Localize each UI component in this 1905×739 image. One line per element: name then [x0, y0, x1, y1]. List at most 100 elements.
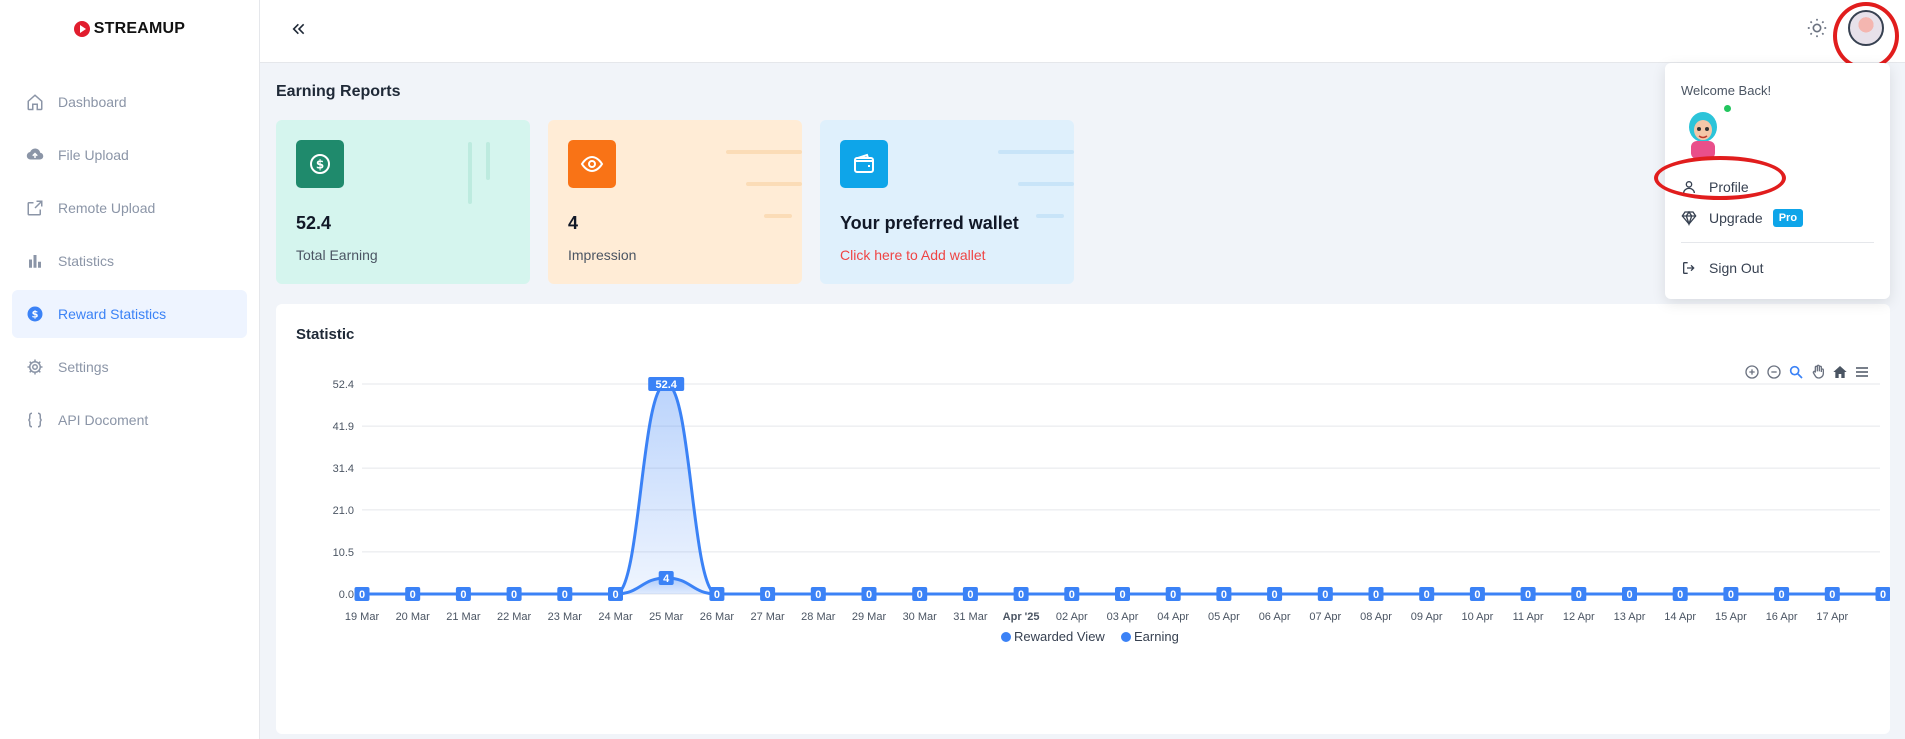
chart-toolbar: [1744, 364, 1870, 380]
data-label-box: [1165, 587, 1181, 601]
sidebar-item-label: Remote Upload: [58, 200, 156, 216]
svg-text:$: $: [316, 158, 324, 172]
divider: [1681, 242, 1874, 243]
sidebar-item-dashboard[interactable]: Dashboard: [12, 78, 247, 126]
data-label-box: [1064, 587, 1080, 601]
data-label: 0: [1677, 589, 1683, 601]
data-label-box: [810, 587, 826, 601]
data-label: 52.4: [655, 379, 677, 391]
sidebar-item-label: Dashboard: [58, 94, 127, 110]
data-label-box: [1469, 587, 1485, 601]
x-tick-label: 09 Apr: [1411, 611, 1443, 623]
x-tick-label: 02 Apr: [1056, 611, 1088, 623]
x-tick-label: 05 Apr: [1208, 611, 1240, 623]
data-label: 0: [815, 589, 821, 601]
x-tick-label: 21 Mar: [446, 611, 481, 623]
add-wallet-link[interactable]: Click here to Add wallet: [840, 247, 986, 263]
wallet-icon: [854, 153, 874, 173]
card-decoration: [468, 142, 472, 204]
svg-text:$: $: [32, 309, 39, 320]
home-icon: [26, 93, 44, 111]
data-label-box: [1317, 587, 1333, 601]
data-label-box: [1368, 587, 1384, 601]
x-tick-label: 30 Mar: [903, 611, 938, 623]
collapse-sidebar-button[interactable]: [286, 16, 312, 42]
card-decoration: [726, 150, 802, 154]
y-tick-label: 41.9: [333, 421, 354, 433]
x-tick-label: 24 Mar: [598, 611, 633, 623]
eye-icon: [580, 155, 604, 173]
reset-home-icon[interactable]: [1832, 364, 1848, 380]
data-label: 0: [1474, 589, 1480, 601]
menu-icon[interactable]: [1854, 364, 1870, 380]
data-label: 0: [714, 589, 720, 601]
legend-label: Rewarded View: [1014, 629, 1105, 644]
data-label: 0: [1880, 589, 1886, 601]
x-tick-label: 11 Apr: [1513, 611, 1544, 623]
y-tick-label: 10.5: [333, 547, 354, 559]
y-tick-label: 31.4: [333, 463, 354, 475]
zoom-out-icon[interactable]: [1766, 364, 1782, 380]
data-label-box: [1571, 587, 1587, 601]
statistic-title: Statistic: [296, 326, 355, 343]
data-label: 0: [1069, 589, 1075, 601]
sun-icon[interactable]: [1806, 17, 1828, 39]
x-tick-label: 08 Apr: [1360, 611, 1392, 623]
y-tick-label: 21.0: [333, 505, 354, 517]
card-impression: 4 Impression: [548, 120, 802, 284]
sidebar-item-reward-statistics[interactable]: $ Reward Statistics: [12, 290, 247, 338]
data-label: 0: [1424, 589, 1430, 601]
dollar-circle-icon: $: [26, 305, 44, 323]
data-label-box: [1723, 587, 1739, 601]
sidebar-item-label: Statistics: [58, 253, 115, 269]
selection-zoom-icon[interactable]: [1788, 364, 1804, 380]
data-label: 0: [1373, 589, 1379, 601]
data-label-box: [506, 587, 522, 601]
data-label: 0: [765, 589, 771, 601]
pan-hand-icon[interactable]: [1810, 364, 1826, 380]
cloud-upload-icon: [26, 146, 44, 164]
data-label-box: [1013, 587, 1029, 601]
card-decoration: [764, 214, 792, 218]
y-tick-label: 0.0: [339, 589, 354, 601]
data-label-box: [760, 587, 776, 601]
sidebar-item-label: API Docoment: [58, 412, 149, 428]
welcome-text: Welcome Back!: [1681, 83, 1772, 98]
data-label: 0: [1272, 589, 1278, 601]
legend-marker: [1001, 632, 1011, 642]
card-total-earning: $ 52.4 Total Earning: [276, 120, 530, 284]
data-label-box: [1824, 587, 1840, 601]
x-tick-label: 25 Mar: [649, 611, 684, 623]
annotation-circle-profile: [1654, 156, 1786, 200]
sign-out-icon: [1683, 262, 1695, 274]
gear-icon: [26, 358, 44, 376]
data-label-box: [1115, 587, 1130, 601]
data-label: 0: [1829, 589, 1835, 601]
data-label: 0: [1018, 589, 1024, 601]
data-label: 0: [1576, 589, 1582, 601]
brand-logo[interactable]: STREAMUP: [0, 0, 259, 58]
x-tick-label: 28 Mar: [801, 611, 836, 623]
braces-icon: [26, 411, 44, 429]
x-tick-label: 19 Mar: [345, 611, 380, 623]
sidebar-item-file-upload[interactable]: File Upload: [12, 131, 247, 179]
online-status-dot: [1724, 105, 1731, 112]
bar-chart-icon: [26, 252, 44, 270]
sidebar-item-settings[interactable]: Settings: [12, 343, 247, 391]
legend-marker: [1121, 632, 1131, 642]
sign-out-menu-item[interactable]: Sign Out: [1681, 256, 1763, 280]
data-label-box: [557, 587, 573, 601]
upgrade-menu-item[interactable]: Upgrade Pro: [1681, 206, 1804, 230]
series-area: [362, 384, 1883, 594]
sidebar-item-statistics[interactable]: Statistics: [12, 237, 247, 285]
sidebar: STREAMUP Dashboard File Upload Remote Up…: [0, 0, 260, 739]
card-label: Impression: [568, 247, 637, 263]
pro-badge: Pro: [1772, 209, 1804, 227]
data-label: 0: [410, 589, 416, 601]
x-tick-label: 15 Apr: [1715, 611, 1747, 623]
zoom-in-icon[interactable]: [1744, 364, 1760, 380]
sidebar-item-api-document[interactable]: API Docoment: [12, 396, 247, 444]
data-label-box: [912, 587, 928, 601]
sidebar-item-remote-upload[interactable]: Remote Upload: [12, 184, 247, 232]
diamond-icon: [1681, 210, 1697, 226]
